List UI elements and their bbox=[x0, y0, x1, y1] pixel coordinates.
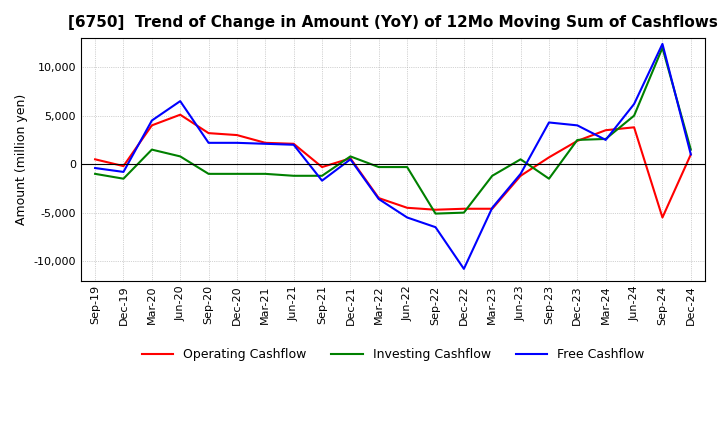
Operating Cashflow bbox=[176, 112, 184, 117]
Investing Cashflow bbox=[459, 210, 468, 215]
Operating Cashflow bbox=[686, 152, 695, 157]
Free Cashflow bbox=[233, 140, 241, 146]
Line: Operating Cashflow: Operating Cashflow bbox=[95, 115, 690, 217]
Free Cashflow bbox=[573, 123, 582, 128]
Free Cashflow bbox=[204, 140, 213, 146]
Free Cashflow bbox=[318, 178, 326, 183]
Investing Cashflow bbox=[148, 147, 156, 152]
Free Cashflow bbox=[516, 171, 525, 176]
Investing Cashflow bbox=[204, 171, 213, 176]
Investing Cashflow bbox=[516, 157, 525, 162]
Investing Cashflow bbox=[601, 136, 610, 142]
Free Cashflow bbox=[346, 157, 355, 162]
Operating Cashflow bbox=[346, 156, 355, 161]
Operating Cashflow bbox=[374, 195, 383, 201]
Free Cashflow bbox=[431, 224, 440, 230]
Operating Cashflow bbox=[516, 173, 525, 179]
Investing Cashflow bbox=[630, 113, 639, 118]
Line: Free Cashflow: Free Cashflow bbox=[95, 44, 690, 269]
Operating Cashflow bbox=[658, 215, 667, 220]
Free Cashflow bbox=[601, 137, 610, 143]
Free Cashflow bbox=[289, 142, 298, 147]
Free Cashflow bbox=[261, 141, 269, 147]
Operating Cashflow bbox=[573, 138, 582, 143]
Free Cashflow bbox=[402, 215, 411, 220]
Investing Cashflow bbox=[318, 173, 326, 179]
Investing Cashflow bbox=[261, 171, 269, 176]
Operating Cashflow bbox=[289, 141, 298, 147]
Free Cashflow bbox=[544, 120, 553, 125]
Investing Cashflow bbox=[91, 171, 99, 176]
Free Cashflow bbox=[686, 152, 695, 157]
Investing Cashflow bbox=[686, 147, 695, 152]
Investing Cashflow bbox=[233, 171, 241, 176]
Free Cashflow bbox=[148, 118, 156, 123]
Investing Cashflow bbox=[346, 154, 355, 159]
Free Cashflow bbox=[459, 266, 468, 271]
Investing Cashflow bbox=[544, 176, 553, 181]
Investing Cashflow bbox=[119, 176, 127, 181]
Operating Cashflow bbox=[402, 205, 411, 210]
Operating Cashflow bbox=[630, 125, 639, 130]
Investing Cashflow bbox=[431, 211, 440, 216]
Operating Cashflow bbox=[204, 131, 213, 136]
Operating Cashflow bbox=[601, 128, 610, 133]
Free Cashflow bbox=[630, 101, 639, 106]
Investing Cashflow bbox=[402, 165, 411, 170]
Line: Investing Cashflow: Investing Cashflow bbox=[95, 48, 690, 213]
Free Cashflow bbox=[488, 205, 497, 210]
Investing Cashflow bbox=[488, 173, 497, 179]
Operating Cashflow bbox=[544, 155, 553, 160]
Operating Cashflow bbox=[261, 140, 269, 146]
Investing Cashflow bbox=[374, 165, 383, 170]
Free Cashflow bbox=[374, 196, 383, 202]
Free Cashflow bbox=[658, 41, 667, 47]
Y-axis label: Amount (million yen): Amount (million yen) bbox=[15, 94, 28, 225]
Operating Cashflow bbox=[488, 206, 497, 211]
Operating Cashflow bbox=[431, 207, 440, 213]
Free Cashflow bbox=[119, 169, 127, 175]
Operating Cashflow bbox=[459, 206, 468, 211]
Free Cashflow bbox=[176, 99, 184, 104]
Operating Cashflow bbox=[91, 157, 99, 162]
Title: [6750]  Trend of Change in Amount (YoY) of 12Mo Moving Sum of Cashflows: [6750] Trend of Change in Amount (YoY) o… bbox=[68, 15, 718, 30]
Operating Cashflow bbox=[233, 132, 241, 138]
Operating Cashflow bbox=[318, 165, 326, 170]
Investing Cashflow bbox=[176, 154, 184, 159]
Operating Cashflow bbox=[119, 163, 127, 169]
Legend: Operating Cashflow, Investing Cashflow, Free Cashflow: Operating Cashflow, Investing Cashflow, … bbox=[137, 343, 649, 367]
Investing Cashflow bbox=[573, 137, 582, 143]
Investing Cashflow bbox=[289, 173, 298, 179]
Operating Cashflow bbox=[148, 123, 156, 128]
Free Cashflow bbox=[91, 165, 99, 171]
Investing Cashflow bbox=[658, 45, 667, 51]
